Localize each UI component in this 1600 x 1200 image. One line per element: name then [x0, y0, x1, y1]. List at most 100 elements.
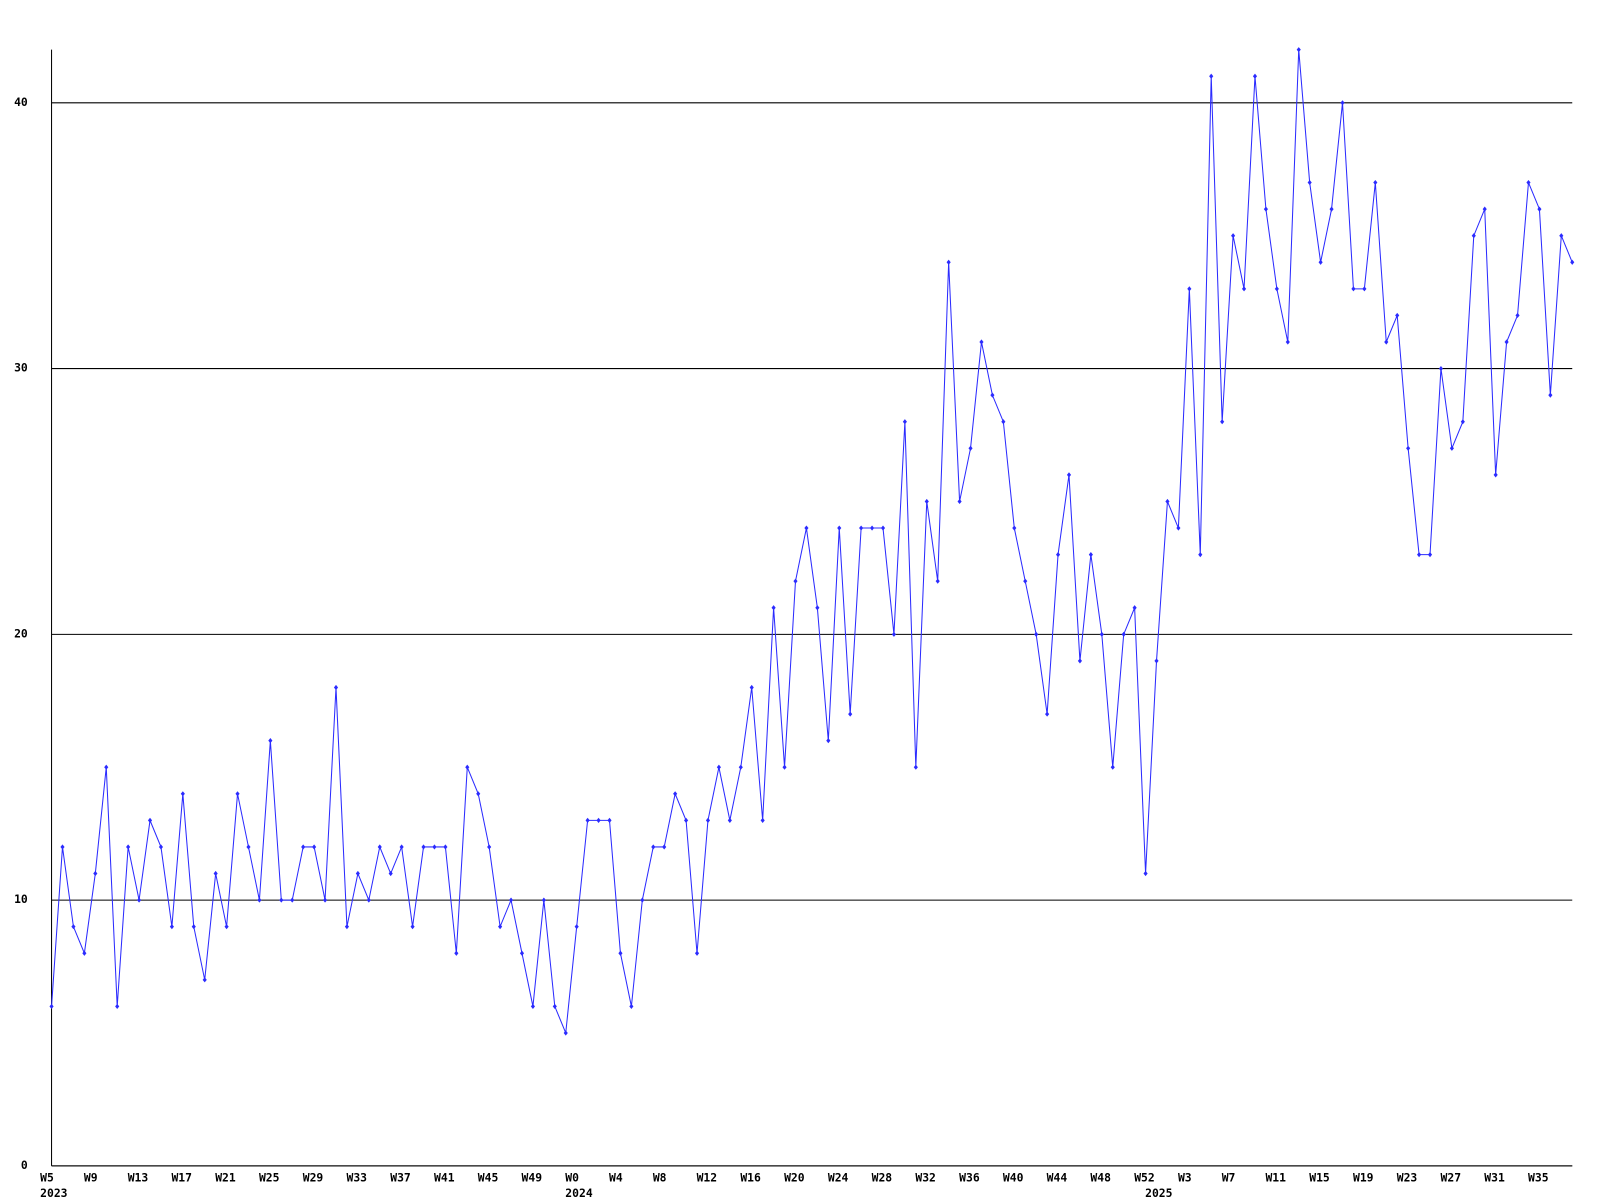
- y-tick-label: 20: [14, 626, 28, 640]
- data-point: [158, 844, 164, 850]
- data-point: [1340, 100, 1345, 106]
- data-point: [629, 1003, 634, 1009]
- x-tick-label: W5: [40, 1170, 54, 1184]
- x-tick-label: W9: [84, 1170, 98, 1184]
- x-year-label: 2023: [40, 1186, 68, 1200]
- data-point: [290, 897, 295, 903]
- data-point: [1023, 578, 1028, 584]
- data-point: [410, 924, 415, 930]
- data-point: [1154, 658, 1159, 664]
- data-point: [1176, 525, 1181, 531]
- data-point: [1373, 179, 1378, 186]
- data-point: [705, 817, 711, 823]
- data-point: [1263, 206, 1268, 212]
- data-point: [1438, 365, 1444, 372]
- data-point: [82, 950, 87, 956]
- data-point: [1231, 233, 1236, 239]
- data-point: [979, 339, 984, 345]
- data-point: [1066, 472, 1072, 478]
- x-tick-label: W4: [609, 1170, 623, 1184]
- x-tick-label: W41: [434, 1170, 455, 1184]
- x-tick-label: W35: [1528, 1170, 1549, 1184]
- data-point: [1055, 552, 1061, 558]
- x-tick-label: W31: [1484, 1170, 1505, 1184]
- data-point: [1220, 419, 1225, 425]
- data-point: [738, 764, 743, 770]
- x-tick-label: W28: [872, 1170, 893, 1184]
- x-tick-label: W29: [303, 1170, 324, 1184]
- x-tick-label: W17: [171, 1170, 192, 1184]
- data-point: [432, 844, 437, 850]
- x-tick-label: W33: [346, 1170, 367, 1184]
- data-point: [990, 392, 995, 398]
- data-point: [1395, 312, 1400, 319]
- data-point: [749, 684, 754, 691]
- data-point: [1504, 339, 1509, 345]
- data-point: [760, 817, 765, 823]
- data-point: [585, 817, 590, 823]
- data-point: [235, 791, 240, 797]
- data-point: [1570, 259, 1575, 265]
- data-point: [837, 525, 842, 531]
- data-point: [1417, 552, 1422, 558]
- data-point: [563, 1030, 568, 1036]
- data-point: [607, 817, 612, 823]
- data-point: [322, 897, 328, 903]
- x-tick-label: W21: [215, 1170, 236, 1184]
- data-point: [399, 844, 404, 850]
- data-point: [727, 817, 732, 823]
- data-point: [443, 844, 448, 850]
- data-line: [51, 49, 1573, 1034]
- data-point: [902, 419, 907, 425]
- data-point: [388, 870, 393, 877]
- y-tick-label: 40: [14, 95, 28, 109]
- x-tick-label: W37: [390, 1170, 411, 1184]
- data-point: [1329, 206, 1334, 212]
- data-point: [640, 897, 645, 903]
- data-point: [541, 897, 546, 903]
- x-tick-label: W27: [1441, 1170, 1462, 1184]
- data-point: [1460, 419, 1465, 425]
- x-tick-label: W36: [959, 1170, 980, 1184]
- data-point: [1449, 445, 1454, 451]
- x-tick-label: W16: [740, 1170, 761, 1184]
- data-point: [662, 844, 667, 850]
- data-point: [793, 578, 798, 584]
- data-point: [137, 897, 142, 903]
- data-point: [1187, 286, 1192, 292]
- data-point: [1307, 179, 1312, 186]
- data-point: [366, 897, 371, 903]
- data-point: [1493, 472, 1498, 478]
- data-point: [1318, 259, 1323, 265]
- y-tick-label: 10: [14, 892, 28, 906]
- data-point: [465, 764, 470, 770]
- data-point: [1362, 286, 1367, 292]
- x-tick-label: W7: [1222, 1170, 1236, 1184]
- data-point: [49, 1003, 54, 1009]
- data-point: [859, 525, 864, 531]
- data-point: [355, 870, 360, 877]
- data-point: [1537, 206, 1542, 212]
- data-point: [1110, 764, 1115, 770]
- data-point: [257, 897, 262, 903]
- data-point: [596, 817, 601, 823]
- data-point: [968, 445, 973, 451]
- x-tick-label: W48: [1090, 1170, 1111, 1184]
- data-point: [1121, 631, 1126, 637]
- data-point: [1351, 286, 1356, 292]
- data-point: [924, 498, 929, 505]
- data-point: [782, 764, 787, 770]
- data-point: [344, 924, 350, 930]
- data-point: [716, 764, 721, 770]
- data-point: [891, 631, 897, 637]
- data-point: [1132, 605, 1137, 611]
- data-point: [1285, 339, 1290, 345]
- data-point: [1034, 631, 1039, 637]
- x-tick-label: W0: [565, 1170, 579, 1184]
- y-tick-label: 0: [21, 1158, 28, 1172]
- data-point: [498, 924, 503, 930]
- data-point: [1559, 233, 1564, 239]
- x-tick-label: W11: [1265, 1170, 1286, 1184]
- data-point: [1143, 870, 1148, 877]
